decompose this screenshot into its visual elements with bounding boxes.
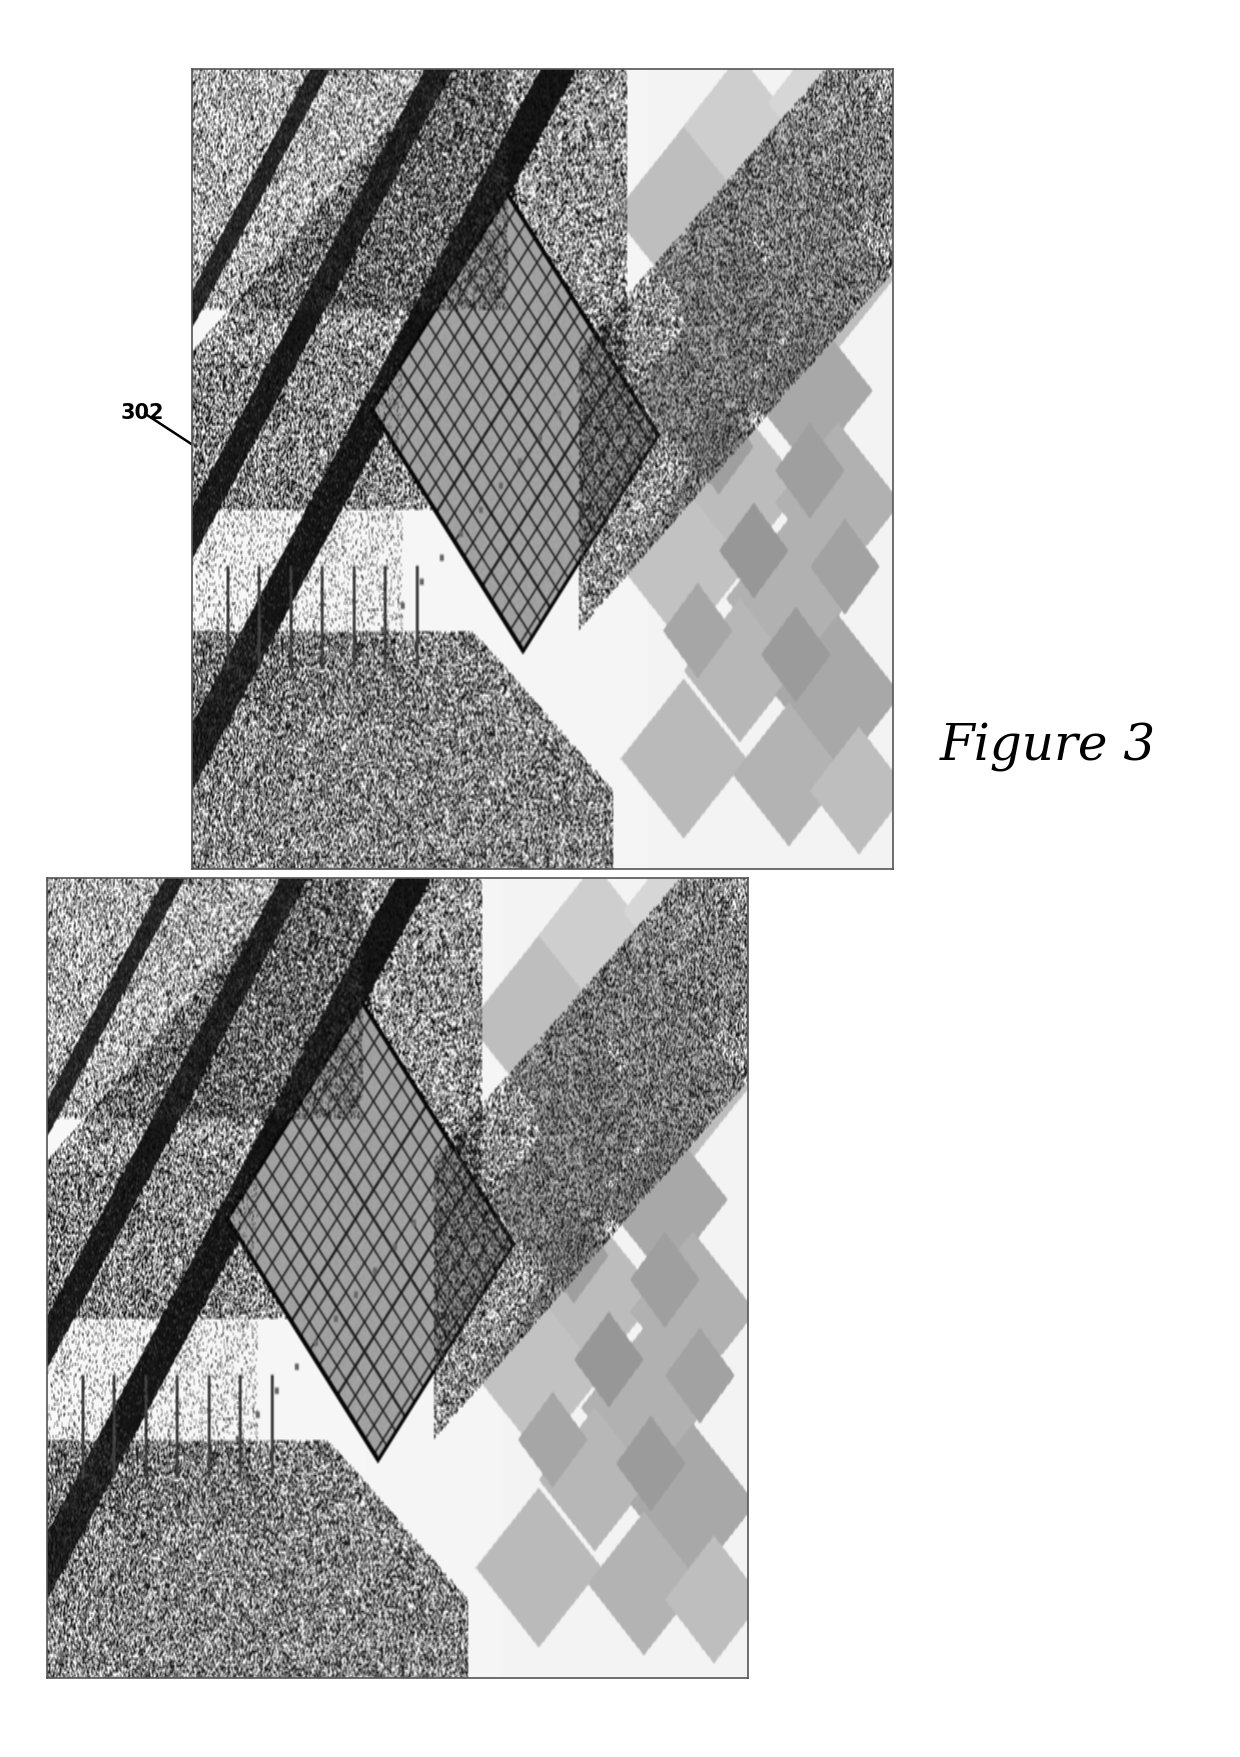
Text: Figure 3: Figure 3 [940,722,1156,771]
Text: 300: 300 [584,1525,604,1567]
Text: 301: 301 [120,1100,165,1121]
Text: 300: 300 [729,650,749,692]
Text: 302: 302 [120,402,165,423]
